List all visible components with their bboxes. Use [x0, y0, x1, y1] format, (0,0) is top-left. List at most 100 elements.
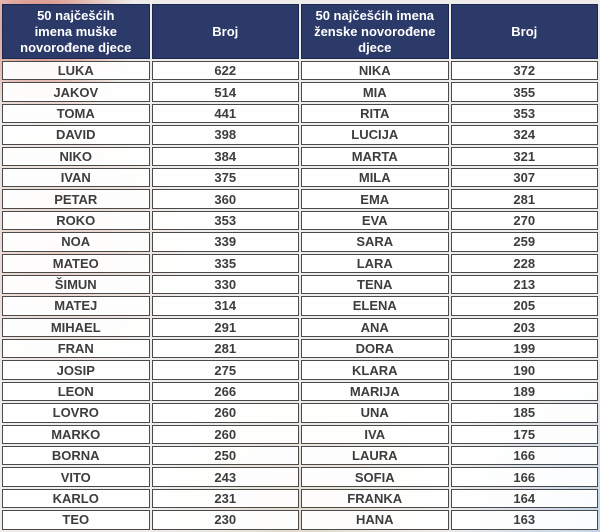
- male-name-cell: LEON: [2, 381, 150, 402]
- table-row: MARKO 260 IVA 175: [2, 424, 598, 445]
- male-name-cell: LOVRO: [2, 403, 150, 423]
- female-count-cell: 203: [450, 317, 598, 338]
- header-male-names: 50 najčešćih imena muške novorođene djec…: [2, 4, 150, 59]
- table-row: DAVID 398 LUCIJA 324: [2, 125, 598, 145]
- male-name-cell: LUKA: [2, 61, 150, 81]
- table-row: ŠIMUN 330 TENA 213: [2, 274, 598, 295]
- male-name-cell: JAKOV: [2, 82, 150, 102]
- male-count-cell: 314: [151, 296, 299, 316]
- female-count-cell: 166: [450, 467, 598, 487]
- male-count-cell: 622: [151, 61, 299, 81]
- male-name-cell: IVAN: [2, 167, 150, 188]
- female-count-cell: 199: [450, 339, 598, 359]
- female-count-cell: 270: [450, 210, 598, 231]
- female-name-cell: ELENA: [301, 296, 449, 316]
- male-count-cell: 335: [151, 253, 299, 273]
- male-name-cell: NOA: [2, 232, 150, 252]
- male-count-cell: 243: [151, 467, 299, 487]
- male-count-cell: 260: [151, 424, 299, 445]
- male-count-cell: 384: [151, 146, 299, 166]
- female-count-cell: 353: [450, 103, 598, 124]
- table-row: LUKA 622 NIKA 372: [2, 61, 598, 81]
- female-name-cell: NIKA: [301, 61, 449, 81]
- male-name-cell: TEO: [2, 510, 150, 530]
- male-count-cell: 281: [151, 339, 299, 359]
- female-name-cell: KLARA: [301, 360, 449, 380]
- table-row: JAKOV 514 MIA 355: [2, 82, 598, 102]
- female-name-cell: ANA: [301, 317, 449, 338]
- table-body: LUKA 622 NIKA 372 JAKOV 514 MIA 355 TOMA…: [2, 61, 598, 530]
- male-count-cell: 231: [151, 488, 299, 509]
- male-name-cell: PETAR: [2, 189, 150, 209]
- female-count-cell: 307: [450, 167, 598, 188]
- female-count-cell: 228: [450, 253, 598, 273]
- female-count-cell: 189: [450, 381, 598, 402]
- table-row: LEON 266 MARIJA 189: [2, 381, 598, 402]
- male-count-cell: 266: [151, 381, 299, 402]
- male-name-cell: TOMA: [2, 103, 150, 124]
- male-name-cell: ŠIMUN: [2, 274, 150, 295]
- table-row: PETAR 360 EMA 281: [2, 189, 598, 209]
- header-row: 50 najčešćih imena muške novorođene djec…: [2, 4, 598, 59]
- table-row: JOSIP 275 KLARA 190: [2, 360, 598, 380]
- male-count-cell: 230: [151, 510, 299, 530]
- male-count-cell: 360: [151, 189, 299, 209]
- female-count-cell: 324: [450, 125, 598, 145]
- male-count-cell: 250: [151, 446, 299, 466]
- header-female-names: 50 najčešćih imena ženske novorođene dje…: [301, 4, 449, 59]
- table-row: KARLO 231 FRANKA 164: [2, 488, 598, 509]
- table-row: LOVRO 260 UNA 185: [2, 403, 598, 423]
- table-row: MATEJ 314 ELENA 205: [2, 296, 598, 316]
- female-count-cell: 372: [450, 61, 598, 81]
- female-count-cell: 281: [450, 189, 598, 209]
- female-name-cell: LAURA: [301, 446, 449, 466]
- male-name-cell: BORNA: [2, 446, 150, 466]
- female-count-cell: 355: [450, 82, 598, 102]
- table-header: 50 najčešćih imena muške novorođene djec…: [2, 4, 598, 59]
- female-count-cell: 259: [450, 232, 598, 252]
- table-row: FRAN 281 DORA 199: [2, 339, 598, 359]
- male-count-cell: 339: [151, 232, 299, 252]
- female-name-cell: MIA: [301, 82, 449, 102]
- female-name-cell: IVA: [301, 424, 449, 445]
- male-name-cell: ROKO: [2, 210, 150, 231]
- female-count-cell: 205: [450, 296, 598, 316]
- male-count-cell: 275: [151, 360, 299, 380]
- male-count-cell: 353: [151, 210, 299, 231]
- male-count-cell: 398: [151, 125, 299, 145]
- female-count-cell: 213: [450, 274, 598, 295]
- male-count-cell: 260: [151, 403, 299, 423]
- male-name-cell: DAVID: [2, 125, 150, 145]
- male-count-cell: 514: [151, 82, 299, 102]
- male-count-cell: 330: [151, 274, 299, 295]
- table-row: NOA 339 SARA 259: [2, 232, 598, 252]
- female-count-cell: 190: [450, 360, 598, 380]
- male-name-cell: KARLO: [2, 488, 150, 509]
- female-name-cell: SOFIA: [301, 467, 449, 487]
- table-row: BORNA 250 LAURA 166: [2, 446, 598, 466]
- female-name-cell: FRANKA: [301, 488, 449, 509]
- header-female-count: Broj: [450, 4, 598, 59]
- female-name-cell: HANA: [301, 510, 449, 530]
- male-name-cell: NIKO: [2, 146, 150, 166]
- female-name-cell: LUCIJA: [301, 125, 449, 145]
- table-row: TEO 230 HANA 163: [2, 510, 598, 530]
- female-name-cell: DORA: [301, 339, 449, 359]
- male-name-cell: MATEJ: [2, 296, 150, 316]
- male-name-cell: MATEO: [2, 253, 150, 273]
- female-name-cell: EVA: [301, 210, 449, 231]
- female-name-cell: TENA: [301, 274, 449, 295]
- table-row: TOMA 441 RITA 353: [2, 103, 598, 124]
- female-count-cell: 164: [450, 488, 598, 509]
- table-row: ROKO 353 EVA 270: [2, 210, 598, 231]
- female-count-cell: 321: [450, 146, 598, 166]
- female-name-cell: MARTA: [301, 146, 449, 166]
- female-name-cell: EMA: [301, 189, 449, 209]
- male-name-cell: MARKO: [2, 424, 150, 445]
- female-name-cell: UNA: [301, 403, 449, 423]
- table-row: MIHAEL 291 ANA 203: [2, 317, 598, 338]
- table-row: NIKO 384 MARTA 321: [2, 146, 598, 166]
- table-row: MATEO 335 LARA 228: [2, 253, 598, 273]
- header-male-count: Broj: [151, 4, 299, 59]
